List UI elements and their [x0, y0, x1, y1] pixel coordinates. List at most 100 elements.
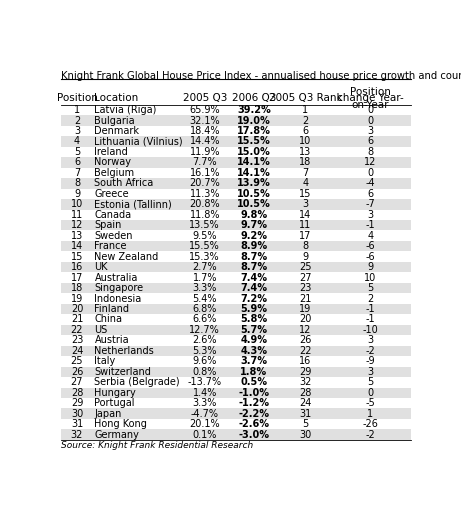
- Text: 5: 5: [367, 283, 373, 293]
- Text: 65.9%: 65.9%: [189, 105, 220, 115]
- Text: 16: 16: [71, 262, 83, 272]
- Text: Indonesia: Indonesia: [95, 293, 142, 304]
- Text: 11: 11: [299, 220, 312, 230]
- Text: 2.6%: 2.6%: [193, 335, 217, 346]
- Text: Sweden: Sweden: [95, 231, 133, 241]
- Text: 23: 23: [299, 283, 312, 293]
- Text: -1.2%: -1.2%: [238, 398, 269, 408]
- Text: 9.2%: 9.2%: [240, 231, 267, 241]
- Text: Spain: Spain: [95, 220, 122, 230]
- Text: -2: -2: [365, 430, 375, 440]
- Text: Australia: Australia: [95, 272, 138, 283]
- Text: 4.9%: 4.9%: [240, 335, 267, 346]
- Text: 15.3%: 15.3%: [189, 252, 220, 262]
- Text: 5.4%: 5.4%: [193, 293, 217, 304]
- Text: Knight Frank Global House Price Index - annualised house price growth and countr: Knight Frank Global House Price Index - …: [61, 71, 461, 80]
- Text: Latvia (Riga): Latvia (Riga): [95, 105, 157, 115]
- Text: change Year-: change Year-: [337, 93, 403, 103]
- FancyBboxPatch shape: [61, 178, 411, 188]
- FancyBboxPatch shape: [61, 283, 411, 293]
- Text: -2.6%: -2.6%: [238, 419, 269, 429]
- Text: 10: 10: [299, 137, 312, 146]
- Text: -6: -6: [366, 241, 375, 251]
- Text: 3.7%: 3.7%: [240, 356, 267, 367]
- Text: 11: 11: [71, 210, 83, 220]
- Text: 5: 5: [302, 419, 308, 429]
- Text: Position: Position: [350, 87, 390, 97]
- Text: 11.8%: 11.8%: [189, 210, 220, 220]
- Text: Norway: Norway: [95, 157, 131, 167]
- Text: 7.7%: 7.7%: [192, 157, 217, 167]
- Text: -4.7%: -4.7%: [191, 409, 219, 419]
- FancyBboxPatch shape: [61, 367, 411, 377]
- Text: 22: 22: [299, 346, 312, 356]
- Text: 9.7%: 9.7%: [240, 220, 267, 230]
- Text: 3.3%: 3.3%: [193, 283, 217, 293]
- Text: 0.8%: 0.8%: [193, 367, 217, 377]
- Text: -5: -5: [365, 398, 375, 408]
- Text: 2.7%: 2.7%: [192, 262, 217, 272]
- Text: -1: -1: [366, 220, 375, 230]
- Text: 21: 21: [71, 314, 83, 325]
- Text: on-Year: on-Year: [351, 100, 389, 110]
- Text: 25: 25: [71, 356, 83, 367]
- Text: 15: 15: [71, 252, 83, 262]
- Text: -2.2%: -2.2%: [238, 409, 269, 419]
- Text: 18.4%: 18.4%: [189, 126, 220, 136]
- Text: UK: UK: [95, 262, 108, 272]
- Text: 1.4%: 1.4%: [193, 388, 217, 398]
- Text: 4: 4: [302, 178, 308, 188]
- FancyBboxPatch shape: [61, 220, 411, 230]
- Text: 17.8%: 17.8%: [237, 126, 271, 136]
- Text: Ireland: Ireland: [95, 147, 128, 157]
- Text: 25: 25: [299, 262, 312, 272]
- FancyBboxPatch shape: [61, 430, 411, 440]
- FancyBboxPatch shape: [61, 409, 411, 419]
- Text: 8: 8: [367, 147, 373, 157]
- Text: 7: 7: [302, 168, 308, 178]
- Text: 9.8%: 9.8%: [240, 210, 267, 220]
- Text: Switzerland: Switzerland: [95, 367, 151, 377]
- Text: 8.7%: 8.7%: [240, 252, 267, 262]
- Text: 6: 6: [367, 189, 373, 199]
- Text: -1: -1: [366, 314, 375, 325]
- Text: 18: 18: [71, 283, 83, 293]
- Text: 14.1%: 14.1%: [237, 168, 271, 178]
- Text: 12: 12: [364, 157, 376, 167]
- Text: 1: 1: [367, 409, 373, 419]
- Text: 3: 3: [302, 199, 308, 209]
- FancyBboxPatch shape: [61, 304, 411, 314]
- Text: 13: 13: [299, 147, 312, 157]
- Text: 4.3%: 4.3%: [240, 346, 267, 356]
- Text: 14: 14: [299, 210, 312, 220]
- Text: 3: 3: [367, 126, 373, 136]
- Text: 30: 30: [299, 430, 312, 440]
- FancyBboxPatch shape: [61, 136, 411, 147]
- Text: Bulgaria: Bulgaria: [95, 116, 135, 125]
- Text: Japan: Japan: [95, 409, 122, 419]
- Text: -13.7%: -13.7%: [188, 377, 222, 387]
- Text: 1.8%: 1.8%: [240, 367, 267, 377]
- Text: -1: -1: [366, 304, 375, 314]
- Text: 19.0%: 19.0%: [237, 116, 271, 125]
- Text: 10: 10: [71, 199, 83, 209]
- Text: 3: 3: [367, 335, 373, 346]
- Text: 5: 5: [367, 377, 373, 387]
- Text: 5.3%: 5.3%: [193, 346, 217, 356]
- Text: 26: 26: [299, 335, 312, 346]
- Text: 15.5%: 15.5%: [189, 241, 220, 251]
- Text: 19: 19: [299, 304, 312, 314]
- Text: 6: 6: [302, 126, 308, 136]
- Text: 26: 26: [71, 367, 83, 377]
- Text: 31: 31: [299, 409, 312, 419]
- Text: 2: 2: [367, 293, 373, 304]
- Text: Netherlands: Netherlands: [95, 346, 154, 356]
- Text: Austria: Austria: [95, 335, 129, 346]
- Text: US: US: [95, 325, 108, 335]
- Text: 4: 4: [74, 137, 80, 146]
- Text: 7.4%: 7.4%: [240, 283, 267, 293]
- Text: 5.9%: 5.9%: [240, 304, 267, 314]
- Text: 21: 21: [299, 293, 312, 304]
- Text: 17: 17: [71, 272, 83, 283]
- Text: 7: 7: [74, 168, 80, 178]
